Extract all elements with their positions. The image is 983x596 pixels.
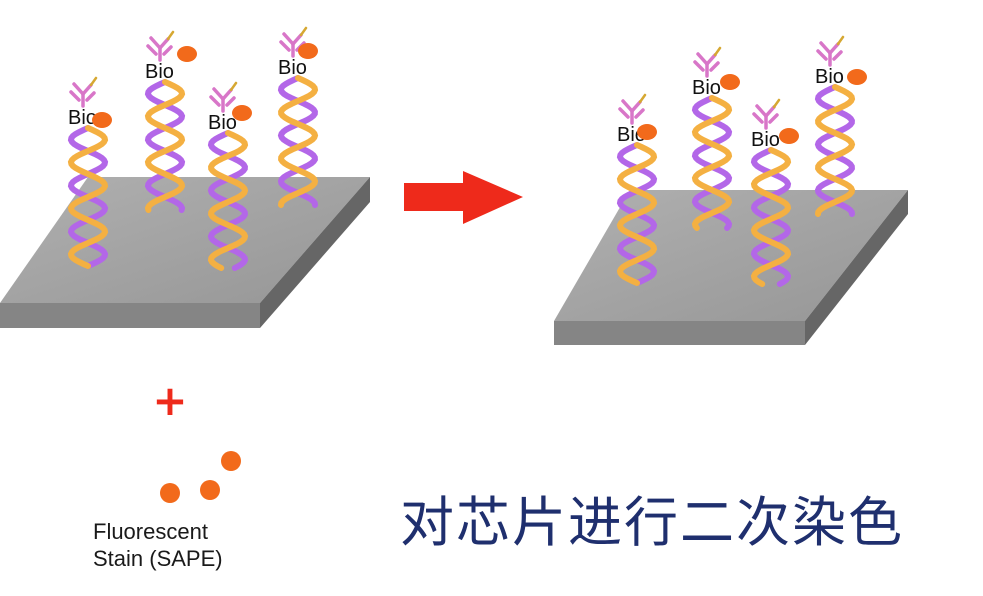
bio-label: Bio bbox=[751, 129, 780, 151]
dna-probe: Bio bbox=[67, 76, 112, 269]
fluorophore-icon bbox=[298, 43, 318, 59]
dna-probe: Bio bbox=[691, 46, 740, 231]
dna-probes-right: Bio Bio Bio Bio bbox=[616, 35, 867, 287]
fluorophore-icon bbox=[232, 105, 252, 121]
antibody-icon bbox=[69, 76, 98, 108]
right-arrow-icon bbox=[404, 171, 523, 224]
dna-probes-left: Bio Bio Bio Bio bbox=[67, 26, 319, 271]
bio-label: Bio bbox=[278, 57, 307, 79]
stain-label-line2: Stain (SAPE) bbox=[93, 546, 223, 571]
fluorophore-icon bbox=[92, 112, 112, 128]
dna-strand-orange bbox=[750, 147, 792, 287]
antibody-icon bbox=[752, 98, 781, 130]
dna-strand-purple bbox=[277, 75, 318, 208]
fluorophore-icon bbox=[779, 128, 799, 144]
bio-label: Bio bbox=[68, 107, 97, 129]
antibody-icon bbox=[146, 30, 175, 62]
fluorophore-icon bbox=[221, 451, 241, 471]
chip-platform-left bbox=[0, 177, 370, 328]
dna-strand-orange bbox=[691, 95, 733, 231]
dna-probe: Bio bbox=[207, 81, 252, 271]
free-fluorophores bbox=[160, 451, 241, 503]
dna-strand-orange bbox=[67, 125, 109, 269]
fluorophore-icon bbox=[160, 483, 180, 503]
bio-label: Bio bbox=[208, 112, 237, 134]
plus-sign: + bbox=[152, 376, 187, 425]
dna-strand-orange bbox=[144, 79, 186, 213]
dna-strand-orange bbox=[207, 130, 249, 271]
dna-probe: Bio bbox=[750, 98, 799, 287]
dna-probe: Bio bbox=[144, 30, 197, 213]
fluorophore-icon bbox=[200, 480, 220, 500]
dna-probe: Bio bbox=[814, 35, 867, 217]
fluorophore-icon bbox=[177, 46, 197, 62]
dna-strand-purple bbox=[814, 84, 855, 217]
dna-strand-orange bbox=[815, 84, 856, 217]
antibody-icon bbox=[209, 81, 238, 113]
fluorophore-icon bbox=[720, 74, 740, 90]
dna-probe: Bio bbox=[616, 93, 658, 286]
bio-label: Bio bbox=[815, 66, 844, 88]
dna-strand-orange bbox=[616, 142, 658, 286]
antibody-icon bbox=[618, 93, 647, 125]
antibody-icon bbox=[279, 26, 308, 58]
chip-platform-right bbox=[554, 190, 908, 345]
bio-label: Bio bbox=[145, 61, 174, 83]
fluorophore-icon bbox=[637, 124, 657, 140]
bio-label: Bio bbox=[692, 77, 721, 99]
fluorophore-icon bbox=[847, 69, 867, 85]
dna-strand-purple bbox=[144, 79, 186, 213]
stain-label-line1: Fluorescent bbox=[93, 519, 208, 544]
caption-secondary-staining: 对芯片进行二次染色 bbox=[400, 491, 904, 554]
antibody-icon bbox=[693, 46, 722, 78]
dna-probe: Bio bbox=[277, 26, 319, 208]
antibody-icon bbox=[816, 35, 845, 67]
dna-strand-orange bbox=[278, 75, 319, 208]
